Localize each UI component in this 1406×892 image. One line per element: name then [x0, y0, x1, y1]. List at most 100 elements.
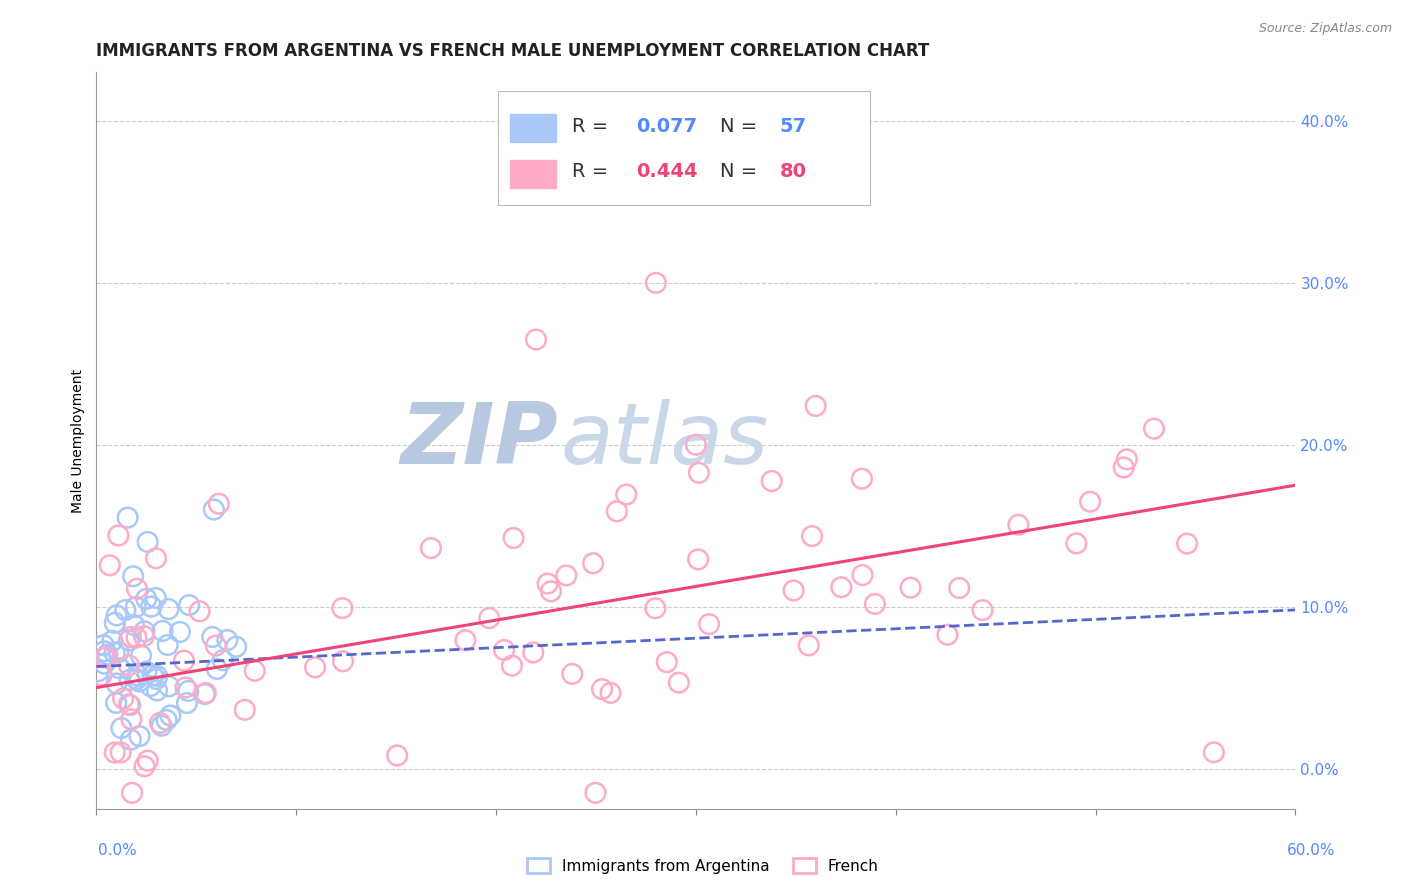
Point [863, 597, 886, 611]
Point [502, 531, 524, 545]
Point [122, 618, 145, 632]
Point [127, 668, 149, 682]
Point [128, 729, 150, 743]
Point [606, 504, 628, 518]
Point [107, 528, 129, 542]
Point [129, 648, 152, 663]
Point [155, 713, 177, 727]
Point [149, 716, 172, 731]
Point [540, 584, 562, 599]
Point [797, 639, 820, 653]
Text: atlas: atlas [561, 400, 769, 483]
FancyBboxPatch shape [498, 91, 870, 205]
Point [93, 657, 115, 671]
Point [555, 568, 578, 582]
Point [125, 672, 148, 686]
Point [697, 617, 720, 632]
Point [101, 633, 124, 648]
Point [136, 535, 159, 549]
Point [478, 611, 501, 625]
Point [145, 672, 167, 686]
Point [685, 438, 707, 452]
Point [157, 602, 180, 616]
Text: Source: ZipAtlas.com: Source: ZipAtlas.com [1258, 22, 1392, 36]
Point [688, 466, 710, 480]
Point [501, 658, 523, 673]
Point [169, 624, 191, 639]
Text: R =: R = [572, 117, 614, 136]
Point [304, 660, 326, 674]
Point [804, 399, 827, 413]
Point [900, 581, 922, 595]
Point [135, 591, 157, 606]
Point [132, 629, 155, 643]
Point [233, 703, 256, 717]
Point [591, 682, 613, 697]
Point [141, 668, 163, 682]
Point [1066, 536, 1088, 550]
Point [851, 472, 873, 486]
Text: 0.444: 0.444 [636, 162, 697, 181]
Point [176, 696, 198, 710]
Point [205, 662, 228, 676]
Point [845, 178, 868, 193]
Point [105, 696, 128, 710]
Point [1112, 460, 1135, 475]
Point [135, 665, 157, 679]
Point [194, 687, 217, 701]
Point [173, 654, 195, 668]
Point [782, 583, 804, 598]
Point [454, 633, 477, 648]
Point [972, 603, 994, 617]
Point [851, 568, 873, 582]
Point [114, 603, 136, 617]
Point [125, 582, 148, 596]
Point [150, 719, 173, 733]
Point [125, 600, 148, 615]
Point [93, 638, 115, 652]
Text: 60.0%: 60.0% [1288, 843, 1336, 858]
Text: IMMIGRANTS FROM ARGENTINA VS FRENCH MALE UNEMPLOYMENT CORRELATION CHART: IMMIGRANTS FROM ARGENTINA VS FRENCH MALE… [97, 42, 929, 60]
Point [948, 581, 970, 595]
Point [120, 732, 142, 747]
Text: N =: N = [720, 162, 763, 181]
Point [537, 576, 560, 591]
Point [117, 510, 139, 524]
Point [96, 650, 118, 665]
Point [104, 746, 127, 760]
Point [688, 552, 710, 566]
Point [110, 721, 132, 735]
Point [87, 664, 110, 678]
Point [561, 666, 583, 681]
Point [332, 654, 354, 668]
Point [118, 673, 141, 687]
Point [179, 598, 201, 612]
Point [599, 686, 621, 700]
Point [494, 643, 516, 657]
Point [1078, 494, 1101, 508]
Point [118, 633, 141, 648]
Point [201, 630, 224, 644]
Point [177, 684, 200, 698]
Point [122, 569, 145, 583]
Point [112, 691, 135, 706]
Point [655, 655, 678, 669]
Point [120, 630, 142, 644]
Point [582, 557, 605, 571]
Point [211, 653, 233, 667]
Point [1202, 745, 1225, 759]
Point [761, 474, 783, 488]
Point [387, 748, 409, 763]
Point [145, 591, 167, 605]
Point [157, 679, 180, 693]
Point [420, 541, 443, 555]
Point [644, 601, 666, 615]
Point [1115, 452, 1137, 467]
Point [105, 676, 128, 690]
Point [134, 759, 156, 773]
Point [105, 608, 128, 623]
Point [125, 631, 148, 645]
Point [614, 487, 637, 501]
Point [108, 661, 131, 675]
Point [120, 712, 142, 726]
